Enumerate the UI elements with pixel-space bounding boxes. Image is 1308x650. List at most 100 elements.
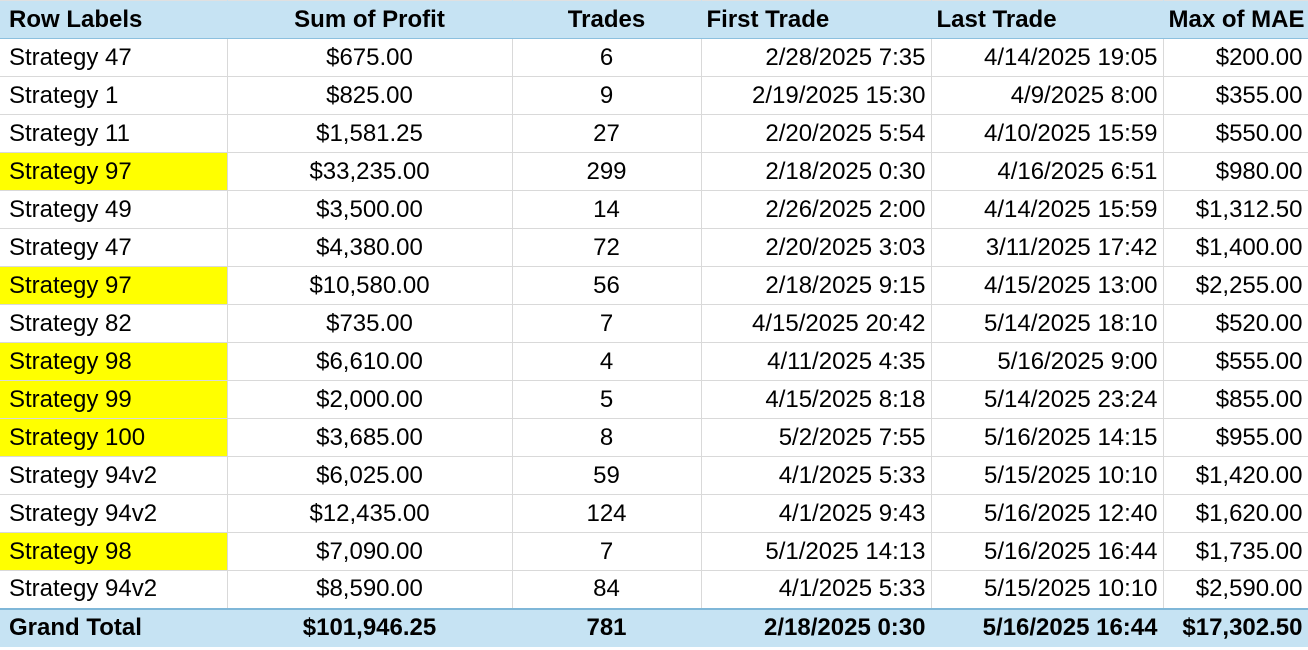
first-trade-cell[interactable]: 4/15/2025 20:42 (701, 304, 932, 343)
trades-cell[interactable]: 124 (512, 494, 702, 533)
row-label-cell[interactable]: Strategy 47 (0, 38, 228, 77)
profit-cell[interactable]: $10,580.00 (227, 266, 513, 305)
profit-cell[interactable]: $12,435.00 (227, 494, 513, 533)
max-mae-cell[interactable]: $520.00 (1163, 304, 1308, 343)
max-mae-cell[interactable]: $955.00 (1163, 418, 1308, 457)
row-label-cell[interactable]: Strategy 94v2 (0, 570, 228, 609)
profit-cell[interactable]: $825.00 (227, 76, 513, 115)
last-trade-cell[interactable]: 4/15/2025 13:00 (931, 266, 1164, 305)
last-trade-cell[interactable]: 5/16/2025 9:00 (931, 342, 1164, 381)
first-trade-cell[interactable]: 2/26/2025 2:00 (701, 190, 932, 229)
row-label-cell[interactable]: Strategy 1 (0, 76, 228, 115)
first-trade-cell[interactable]: 5/2/2025 7:55 (701, 418, 932, 457)
grand-total-last-trade[interactable]: 5/16/2025 16:44 (931, 607, 1164, 647)
grand-total-label[interactable]: Grand Total (0, 607, 228, 647)
last-trade-cell[interactable]: 4/14/2025 19:05 (931, 38, 1164, 77)
max-mae-cell[interactable]: $855.00 (1163, 380, 1308, 419)
trades-cell[interactable]: 7 (512, 532, 702, 571)
max-mae-cell[interactable]: $200.00 (1163, 38, 1308, 77)
profit-cell[interactable]: $4,380.00 (227, 228, 513, 267)
trades-cell[interactable]: 72 (512, 228, 702, 267)
row-label-cell[interactable]: Strategy 98 (0, 342, 228, 381)
last-trade-cell[interactable]: 4/14/2025 15:59 (931, 190, 1164, 229)
grand-total-trades[interactable]: 781 (512, 607, 702, 647)
first-trade-cell[interactable]: 2/18/2025 9:15 (701, 266, 932, 305)
last-trade-cell[interactable]: 3/11/2025 17:42 (931, 228, 1164, 267)
trades-cell[interactable]: 6 (512, 38, 702, 77)
last-trade-cell[interactable]: 4/10/2025 15:59 (931, 114, 1164, 153)
trades-cell[interactable]: 84 (512, 570, 702, 609)
last-trade-cell[interactable]: 4/9/2025 8:00 (931, 76, 1164, 115)
first-trade-cell[interactable]: 4/1/2025 5:33 (701, 570, 932, 609)
header-last-trade[interactable]: Last Trade (931, 0, 1164, 39)
first-trade-cell[interactable]: 4/1/2025 9:43 (701, 494, 932, 533)
profit-cell[interactable]: $6,025.00 (227, 456, 513, 495)
last-trade-cell[interactable]: 5/16/2025 12:40 (931, 494, 1164, 533)
trades-cell[interactable]: 27 (512, 114, 702, 153)
profit-cell[interactable]: $735.00 (227, 304, 513, 343)
first-trade-cell[interactable]: 4/1/2025 5:33 (701, 456, 932, 495)
trades-cell[interactable]: 59 (512, 456, 702, 495)
trades-cell[interactable]: 9 (512, 76, 702, 115)
row-label-cell[interactable]: Strategy 98 (0, 532, 228, 571)
profit-cell[interactable]: $2,000.00 (227, 380, 513, 419)
profit-cell[interactable]: $1,581.25 (227, 114, 513, 153)
row-label-cell[interactable]: Strategy 47 (0, 228, 228, 267)
trades-cell[interactable]: 8 (512, 418, 702, 457)
last-trade-cell[interactable]: 5/16/2025 14:15 (931, 418, 1164, 457)
trades-cell[interactable]: 56 (512, 266, 702, 305)
max-mae-cell[interactable]: $1,312.50 (1163, 190, 1308, 229)
header-row-labels[interactable]: Row Labels (0, 0, 228, 39)
profit-cell[interactable]: $3,685.00 (227, 418, 513, 457)
header-first-trade[interactable]: First Trade (701, 0, 932, 39)
last-trade-cell[interactable]: 5/14/2025 23:24 (931, 380, 1164, 419)
max-mae-cell[interactable]: $980.00 (1163, 152, 1308, 191)
first-trade-cell[interactable]: 2/19/2025 15:30 (701, 76, 932, 115)
max-mae-cell[interactable]: $1,420.00 (1163, 456, 1308, 495)
first-trade-cell[interactable]: 2/18/2025 0:30 (701, 152, 932, 191)
first-trade-cell[interactable]: 2/20/2025 3:03 (701, 228, 932, 267)
row-label-cell[interactable]: Strategy 82 (0, 304, 228, 343)
max-mae-cell[interactable]: $1,400.00 (1163, 228, 1308, 267)
max-mae-cell[interactable]: $1,735.00 (1163, 532, 1308, 571)
trades-cell[interactable]: 14 (512, 190, 702, 229)
profit-cell[interactable]: $675.00 (227, 38, 513, 77)
row-label-cell[interactable]: Strategy 49 (0, 190, 228, 229)
first-trade-cell[interactable]: 5/1/2025 14:13 (701, 532, 932, 571)
first-trade-cell[interactable]: 4/11/2025 4:35 (701, 342, 932, 381)
row-label-cell[interactable]: Strategy 100 (0, 418, 228, 457)
max-mae-cell[interactable]: $2,255.00 (1163, 266, 1308, 305)
header-sum-of-profit[interactable]: Sum of Profit (227, 0, 513, 39)
trades-cell[interactable]: 299 (512, 152, 702, 191)
max-mae-cell[interactable]: $555.00 (1163, 342, 1308, 381)
max-mae-cell[interactable]: $550.00 (1163, 114, 1308, 153)
grand-total-first-trade[interactable]: 2/18/2025 0:30 (701, 607, 932, 647)
profit-cell[interactable]: $6,610.00 (227, 342, 513, 381)
first-trade-cell[interactable]: 2/28/2025 7:35 (701, 38, 932, 77)
row-label-cell[interactable]: Strategy 97 (0, 152, 228, 191)
max-mae-cell[interactable]: $2,590.00 (1163, 570, 1308, 609)
header-trades[interactable]: Trades (512, 0, 702, 39)
grand-total-profit[interactable]: $101,946.25 (227, 607, 513, 647)
profit-cell[interactable]: $7,090.00 (227, 532, 513, 571)
row-label-cell[interactable]: Strategy 11 (0, 114, 228, 153)
last-trade-cell[interactable]: 5/14/2025 18:10 (931, 304, 1164, 343)
last-trade-cell[interactable]: 4/16/2025 6:51 (931, 152, 1164, 191)
last-trade-cell[interactable]: 5/15/2025 10:10 (931, 570, 1164, 609)
trades-cell[interactable]: 7 (512, 304, 702, 343)
profit-cell[interactable]: $8,590.00 (227, 570, 513, 609)
row-label-cell[interactable]: Strategy 94v2 (0, 494, 228, 533)
max-mae-cell[interactable]: $1,620.00 (1163, 494, 1308, 533)
last-trade-cell[interactable]: 5/15/2025 10:10 (931, 456, 1164, 495)
first-trade-cell[interactable]: 4/15/2025 8:18 (701, 380, 932, 419)
first-trade-cell[interactable]: 2/20/2025 5:54 (701, 114, 932, 153)
grand-total-max-mae[interactable]: $17,302.50 (1163, 607, 1308, 647)
profit-cell[interactable]: $33,235.00 (227, 152, 513, 191)
profit-cell[interactable]: $3,500.00 (227, 190, 513, 229)
row-label-cell[interactable]: Strategy 94v2 (0, 456, 228, 495)
header-max-of-mae[interactable]: Max of MAE (1163, 0, 1308, 39)
trades-cell[interactable]: 4 (512, 342, 702, 381)
row-label-cell[interactable]: Strategy 97 (0, 266, 228, 305)
last-trade-cell[interactable]: 5/16/2025 16:44 (931, 532, 1164, 571)
max-mae-cell[interactable]: $355.00 (1163, 76, 1308, 115)
